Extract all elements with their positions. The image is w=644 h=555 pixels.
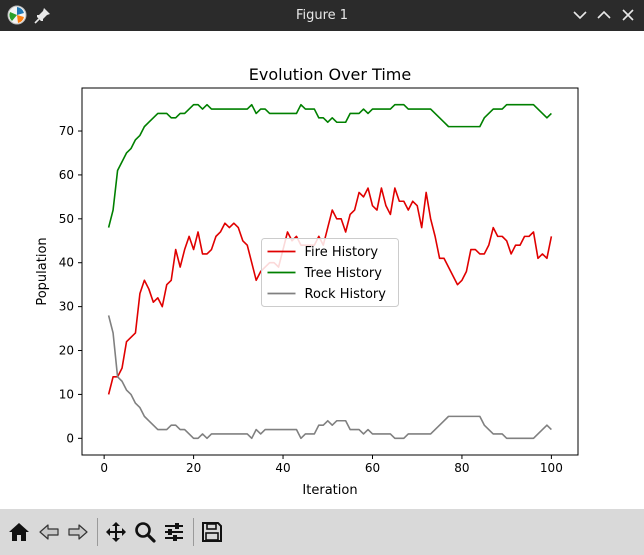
series-line-rock-history	[107, 315, 552, 440]
save-icon[interactable]	[199, 519, 225, 545]
y-tick-label: 60	[59, 168, 74, 182]
close-icon[interactable]	[617, 4, 639, 26]
y-tick-label: 20	[59, 344, 74, 358]
x-tick-label: 100	[540, 461, 563, 475]
x-axis-label: Iteration	[302, 483, 357, 498]
configure-subplots-icon[interactable]	[161, 519, 187, 545]
series-line-tree-history	[107, 103, 552, 228]
y-axis-label: Population	[35, 237, 50, 305]
chevron-up-icon[interactable]	[593, 4, 615, 26]
pin-icon[interactable]	[32, 4, 54, 26]
chart-title: Evolution Over Time	[249, 65, 411, 84]
app-logo-icon	[6, 4, 28, 26]
back-arrow-icon[interactable]	[36, 519, 62, 545]
window-title: Figure 1	[295, 8, 349, 23]
x-tick-label: 40	[275, 461, 290, 475]
toolbar-separator	[97, 518, 98, 546]
y-tick-label: 40	[59, 256, 74, 270]
y-tick-label: 70	[59, 124, 74, 138]
line-chart: Evolution Over Time 0 20 40 60 80 100 0 10 20 30 40…	[35, 65, 579, 498]
y-tick-label: 10	[59, 387, 74, 401]
title-bar: Figure 1	[0, 0, 644, 31]
y-tick-label: 0	[66, 431, 74, 445]
y-tick-label: 50	[59, 212, 74, 226]
figure-canvas[interactable]: Evolution Over Time 0 20 40 60 80 100 0 10 20 30 40…	[0, 31, 644, 509]
legend-label: Rock History	[305, 287, 387, 302]
legend-box	[261, 238, 399, 307]
x-tick-label: 80	[454, 461, 469, 475]
chevron-down-icon[interactable]	[569, 4, 591, 26]
toolbar-separator	[193, 518, 194, 546]
x-tick-label: 0	[100, 461, 108, 475]
home-icon[interactable]	[6, 519, 32, 545]
x-tick-label: 60	[365, 461, 380, 475]
forward-arrow-icon[interactable]	[65, 519, 91, 545]
legend-label: Fire History	[305, 245, 379, 260]
pan-icon[interactable]	[103, 519, 129, 545]
y-tick-label: 30	[59, 300, 74, 314]
navigation-toolbar	[0, 509, 644, 555]
legend-label: Tree History	[304, 266, 383, 281]
x-tick-label: 20	[186, 461, 201, 475]
zoom-icon[interactable]	[132, 519, 158, 545]
series-line-fire-history	[107, 187, 553, 395]
plot-area-frame	[81, 87, 579, 456]
